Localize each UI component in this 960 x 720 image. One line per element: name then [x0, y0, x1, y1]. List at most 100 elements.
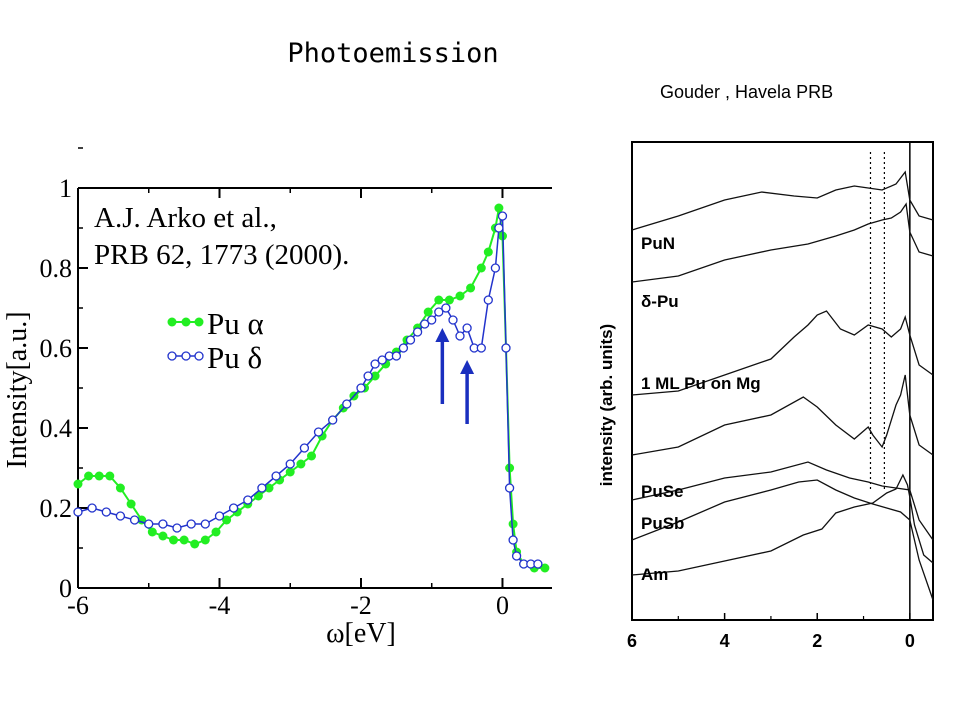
data-point-pu-delta: [391, 351, 402, 361]
data-point-pu-delta: [511, 551, 522, 561]
left-y-tick-label: 0: [59, 574, 72, 603]
legend-marker-pu-delta: [194, 351, 204, 361]
spectrum-line: [631, 374, 934, 456]
arrow-head: [435, 328, 450, 342]
left-x-axis-label: ω[eV]: [326, 618, 396, 649]
data-point-pu-alpha: [190, 539, 200, 549]
data-point-pu-delta: [434, 307, 444, 317]
spectrum-label: 1 ML Pu on Mg: [641, 374, 761, 393]
data-point-pu-alpha: [370, 371, 380, 381]
left-y-tick-label: 0.4: [40, 414, 73, 443]
spectrum-line: [631, 479, 934, 601]
data-point-pu-alpha: [508, 519, 518, 529]
spectrum-label: δ-Pu: [641, 292, 679, 311]
data-point-pu-delta: [313, 427, 324, 437]
data-point-pu-delta: [427, 315, 437, 325]
left-y-axis-label: Intensity[a.u.]: [2, 311, 33, 468]
data-point-pu-delta: [299, 443, 310, 453]
spectrum-label: PuSe: [641, 482, 684, 501]
data-point-pu-delta: [257, 483, 267, 493]
left-chart-series: [73, 203, 550, 573]
data-point-pu-alpha: [115, 483, 125, 493]
data-point-pu-alpha: [423, 307, 433, 317]
data-point-pu-alpha: [126, 499, 136, 509]
data-point-pu-alpha: [147, 527, 157, 537]
data-point-pu-alpha: [73, 479, 83, 489]
right-x-tick-label: 2: [812, 631, 822, 651]
data-point-pu-delta: [508, 535, 518, 545]
data-point-pu-delta: [200, 519, 210, 529]
data-point-pu-delta: [398, 343, 409, 353]
data-point-pu-alpha: [444, 295, 454, 305]
spectrum-label: Am: [641, 565, 668, 584]
spectrum-label: PuSb: [641, 514, 684, 533]
data-point-pu-alpha: [200, 535, 210, 545]
data-point-pu-alpha: [179, 535, 189, 545]
data-point-pu-delta: [377, 355, 387, 365]
data-point-pu-delta: [214, 511, 225, 521]
data-point-pu-delta: [420, 319, 430, 329]
data-point-pu-delta: [504, 483, 515, 493]
legend-label-pu-alpha: Pu α: [207, 306, 264, 341]
legend-label-pu-delta: Pu δ: [207, 340, 262, 375]
spectrum-line: [631, 202, 934, 283]
data-point-pu-alpha: [285, 467, 295, 477]
data-point-pu-delta: [455, 331, 465, 341]
data-point-pu-delta: [441, 303, 451, 313]
data-point-pu-delta: [363, 371, 373, 381]
data-point-pu-delta: [501, 343, 511, 353]
left-y-tick-label: 1: [59, 174, 72, 203]
data-point-pu-delta: [356, 383, 366, 393]
data-point-pu-alpha: [169, 535, 178, 545]
data-point-pu-delta: [370, 359, 380, 369]
data-point-pu-delta: [448, 315, 458, 325]
data-point-pu-delta: [101, 507, 111, 517]
data-point-pu-delta: [483, 295, 493, 305]
attribution-text: Gouder , Havela PRB: [660, 82, 834, 102]
data-point-pu-delta: [476, 343, 486, 353]
data-point-pu-alpha: [466, 283, 476, 293]
right-x-tick-label: 6: [627, 631, 637, 651]
right-plot-frame: [631, 141, 934, 621]
legend-marker-pu-delta: [181, 351, 191, 361]
data-point-pu-alpha: [494, 203, 504, 213]
data-point-pu-delta: [144, 519, 154, 529]
data-point-pu-delta: [412, 327, 423, 337]
right-chart-spectra: [631, 170, 934, 601]
left-x-tick-label: -4: [209, 591, 231, 620]
data-point-pu-alpha: [476, 263, 486, 273]
left-chart-text: A.J. Arko et al., PRB 62, 1773 (2000). ω…: [2, 202, 396, 649]
data-point-pu-alpha: [158, 531, 168, 541]
data-point-pu-alpha: [296, 459, 306, 469]
spectrum-line: [631, 310, 934, 396]
spectrum-label: PuN: [641, 234, 675, 253]
data-point-pu-delta: [533, 559, 543, 569]
data-point-pu-delta: [328, 415, 338, 425]
data-point-pu-delta: [462, 323, 472, 333]
data-point-pu-delta: [228, 503, 239, 513]
left-x-tick-label: 0: [496, 591, 509, 620]
data-point-pu-delta: [342, 399, 352, 409]
left-y-tick-label: 0.6: [40, 334, 73, 363]
spectrum-line: [631, 473, 934, 576]
data-point-pu-alpha: [483, 247, 493, 257]
data-point-pu-alpha: [307, 451, 316, 461]
data-point-pu-delta: [129, 515, 140, 525]
right-x-tick-label: 0: [905, 631, 915, 651]
reference-annotation-line-1: A.J. Arko et al.,: [94, 202, 277, 234]
data-point-pu-delta: [285, 459, 295, 469]
legend-marker-pu-alpha: [167, 317, 177, 327]
data-point-pu-alpha: [211, 527, 221, 537]
data-point-pu-delta: [405, 335, 416, 345]
data-point-pu-alpha: [84, 471, 94, 481]
data-point-pu-alpha: [264, 483, 274, 493]
left-y-tick-label: 0.2: [40, 494, 73, 523]
right-x-tick-label: 4: [720, 631, 730, 651]
right-chart-labels: PuN δ-Pu 1 ML Pu on Mg PuSe PuSb Am: [641, 234, 761, 584]
data-point-pu-delta: [158, 519, 168, 529]
reference-annotation-line-2: PRB 62, 1773 (2000).: [94, 239, 349, 271]
data-point-pu-delta: [87, 503, 97, 513]
data-point-pu-delta: [115, 511, 126, 521]
right-y-axis-label: intensity (arb. units): [597, 324, 616, 486]
